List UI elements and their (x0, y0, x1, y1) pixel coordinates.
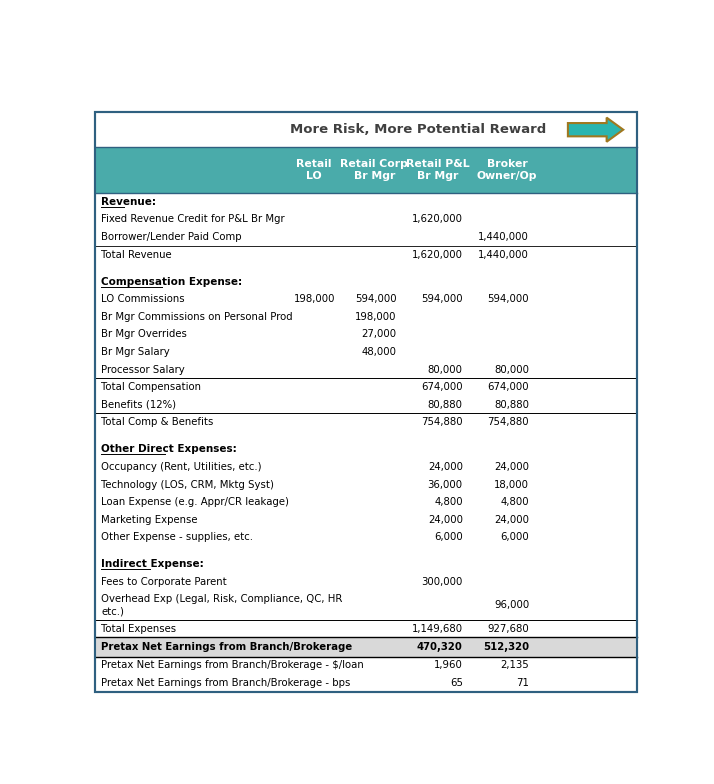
Text: Pretax Net Earnings from Branch/Brokerage - $/loan: Pretax Net Earnings from Branch/Brokerag… (101, 660, 364, 670)
Text: 24,000: 24,000 (494, 514, 529, 524)
Text: Total Comp & Benefits: Total Comp & Benefits (101, 417, 213, 427)
Text: 1,440,000: 1,440,000 (478, 249, 529, 260)
Text: 6,000: 6,000 (501, 532, 529, 543)
Text: 754,880: 754,880 (488, 417, 529, 427)
Bar (95, 637, 637, 657)
Text: 48,000: 48,000 (361, 347, 396, 357)
FancyArrow shape (568, 118, 623, 142)
Text: 36,000: 36,000 (428, 480, 463, 489)
Text: Retail P&L
Br Mgr: Retail P&L Br Mgr (406, 159, 470, 181)
Text: 594,000: 594,000 (355, 294, 396, 304)
Text: 470,320: 470,320 (417, 642, 463, 652)
Text: Broker
Owner/Op: Broker Owner/Op (477, 159, 537, 181)
Text: Pretax Net Earnings from Branch/Brokerage - bps: Pretax Net Earnings from Branch/Brokerag… (101, 678, 351, 688)
Text: 71: 71 (516, 678, 529, 688)
Text: Processor Salary: Processor Salary (101, 365, 185, 375)
Text: 27,000: 27,000 (361, 329, 396, 339)
Text: 594,000: 594,000 (421, 294, 463, 304)
Text: 24,000: 24,000 (494, 462, 529, 472)
Text: 80,880: 80,880 (428, 400, 463, 410)
Text: Retail Corp
Br Mgr: Retail Corp Br Mgr (341, 159, 408, 181)
Text: Benefits (12%): Benefits (12%) (101, 400, 176, 410)
Text: Borrower/Lender Paid Comp: Borrower/Lender Paid Comp (101, 232, 242, 242)
Text: 754,880: 754,880 (421, 417, 463, 427)
Text: Total Expenses: Total Expenses (101, 623, 176, 633)
Text: 1,149,680: 1,149,680 (412, 623, 463, 633)
Text: 594,000: 594,000 (488, 294, 529, 304)
Text: 927,680: 927,680 (488, 623, 529, 633)
Text: Occupancy (Rent, Utilities, etc.): Occupancy (Rent, Utilities, etc.) (101, 462, 262, 472)
Text: Compensation Expense:: Compensation Expense: (101, 277, 243, 287)
Text: Br Mgr Commissions on Personal Prod: Br Mgr Commissions on Personal Prod (101, 312, 293, 322)
Text: Loan Expense (e.g. Appr/CR leakage): Loan Expense (e.g. Appr/CR leakage) (101, 497, 289, 507)
Text: Total Revenue: Total Revenue (101, 249, 172, 260)
Text: 96,000: 96,000 (494, 601, 529, 610)
Text: 24,000: 24,000 (428, 462, 463, 472)
Text: 674,000: 674,000 (421, 382, 463, 392)
Text: Fees to Corporate Parent: Fees to Corporate Parent (101, 577, 227, 587)
Text: Technology (LOS, CRM, Mktg Syst): Technology (LOS, CRM, Mktg Syst) (101, 480, 274, 489)
Text: 4,800: 4,800 (501, 497, 529, 507)
Text: 300,000: 300,000 (421, 577, 463, 587)
Text: Revenue:: Revenue: (101, 197, 156, 207)
Text: Other Expense - supplies, etc.: Other Expense - supplies, etc. (101, 532, 253, 543)
Text: 1,960: 1,960 (434, 660, 463, 670)
Text: LO Commissions: LO Commissions (101, 294, 185, 304)
Text: 1,440,000: 1,440,000 (478, 232, 529, 242)
Text: 512,320: 512,320 (483, 642, 529, 652)
Text: Marketing Expense: Marketing Expense (101, 514, 198, 524)
Text: 198,000: 198,000 (294, 294, 336, 304)
Text: Retail
LO: Retail LO (296, 159, 331, 181)
Text: 24,000: 24,000 (428, 514, 463, 524)
Text: 80,000: 80,000 (428, 365, 463, 375)
Text: 2,135: 2,135 (501, 660, 529, 670)
Text: 80,000: 80,000 (494, 365, 529, 375)
Bar (95, 147, 637, 193)
Text: Total Compensation: Total Compensation (101, 382, 201, 392)
Text: Pretax Net Earnings from Branch/Brokerage: Pretax Net Earnings from Branch/Brokerag… (101, 642, 353, 652)
Text: 18,000: 18,000 (494, 480, 529, 489)
Text: Other Direct Expenses:: Other Direct Expenses: (101, 445, 237, 455)
Text: Indirect Expense:: Indirect Expense: (101, 560, 204, 569)
Text: 198,000: 198,000 (355, 312, 396, 322)
Text: 1,620,000: 1,620,000 (412, 214, 463, 224)
Text: 6,000: 6,000 (434, 532, 463, 543)
Text: More Risk, More Potential Reward: More Risk, More Potential Reward (291, 123, 547, 136)
Text: 1,620,000: 1,620,000 (412, 249, 463, 260)
Text: Br Mgr Salary: Br Mgr Salary (101, 347, 170, 357)
Text: Overhead Exp (Legal, Risk, Compliance, QC, HR
etc.): Overhead Exp (Legal, Risk, Compliance, Q… (101, 594, 343, 616)
Text: Fixed Revenue Credit for P&L Br Mgr: Fixed Revenue Credit for P&L Br Mgr (101, 214, 285, 224)
Text: 4,800: 4,800 (434, 497, 463, 507)
Text: 65: 65 (450, 678, 463, 688)
Text: 674,000: 674,000 (488, 382, 529, 392)
Text: Br Mgr Overrides: Br Mgr Overrides (101, 329, 187, 339)
Text: 80,880: 80,880 (494, 400, 529, 410)
